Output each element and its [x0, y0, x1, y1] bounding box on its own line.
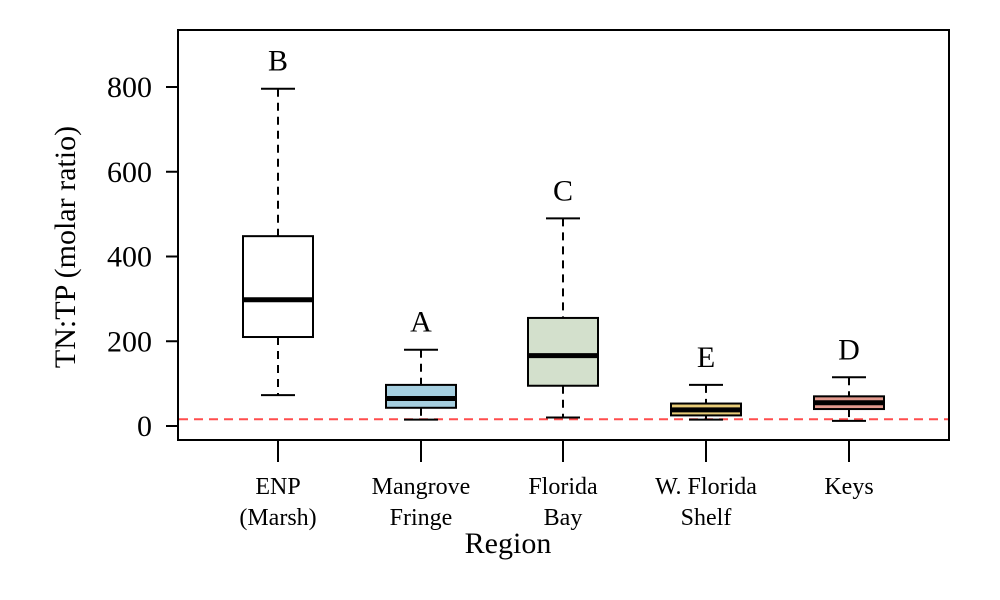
- significance-letter: A: [410, 306, 432, 339]
- boxes-layer: B A C E D: [242, 45, 885, 422]
- x-axis: ENP (Marsh) Mangrove Fringe Florida Bay W. Flo…: [239, 440, 874, 531]
- significance-letter: E: [697, 341, 715, 374]
- y-axis: 0 200 400 600 800: [107, 71, 178, 443]
- y-tick-label: 600: [107, 156, 152, 189]
- x-tick-label: Keys: [824, 474, 873, 500]
- x-tick-label: Fringe: [390, 505, 453, 531]
- x-tick-label: (Marsh): [239, 505, 316, 531]
- x-axis-title: Region: [465, 527, 552, 560]
- y-tick-label: 0: [137, 410, 152, 443]
- y-tick-label: 800: [107, 71, 152, 104]
- x-tick-label: Shelf: [681, 505, 732, 531]
- x-tick-label: W. Florida: [655, 474, 757, 500]
- box-group: A: [385, 306, 457, 421]
- box-group: C: [527, 174, 599, 419]
- significance-letter: B: [268, 45, 288, 78]
- significance-letter: D: [838, 333, 860, 366]
- x-tick-label: ENP: [255, 474, 300, 500]
- y-axis-title: TN:TP (molar ratio): [49, 126, 82, 368]
- y-tick-label: 400: [107, 241, 152, 274]
- box-group: E: [670, 341, 742, 421]
- iqr-box: [242, 235, 314, 339]
- significance-letter: C: [553, 174, 573, 207]
- x-tick-label: Mangrove: [372, 474, 471, 500]
- x-tick-label: Bay: [544, 505, 583, 531]
- x-tick-label: Florida: [528, 474, 598, 500]
- box-group: D: [813, 333, 885, 422]
- iqr-box: [527, 316, 599, 387]
- y-tick-label: 200: [107, 325, 152, 358]
- box-group: B: [242, 45, 314, 397]
